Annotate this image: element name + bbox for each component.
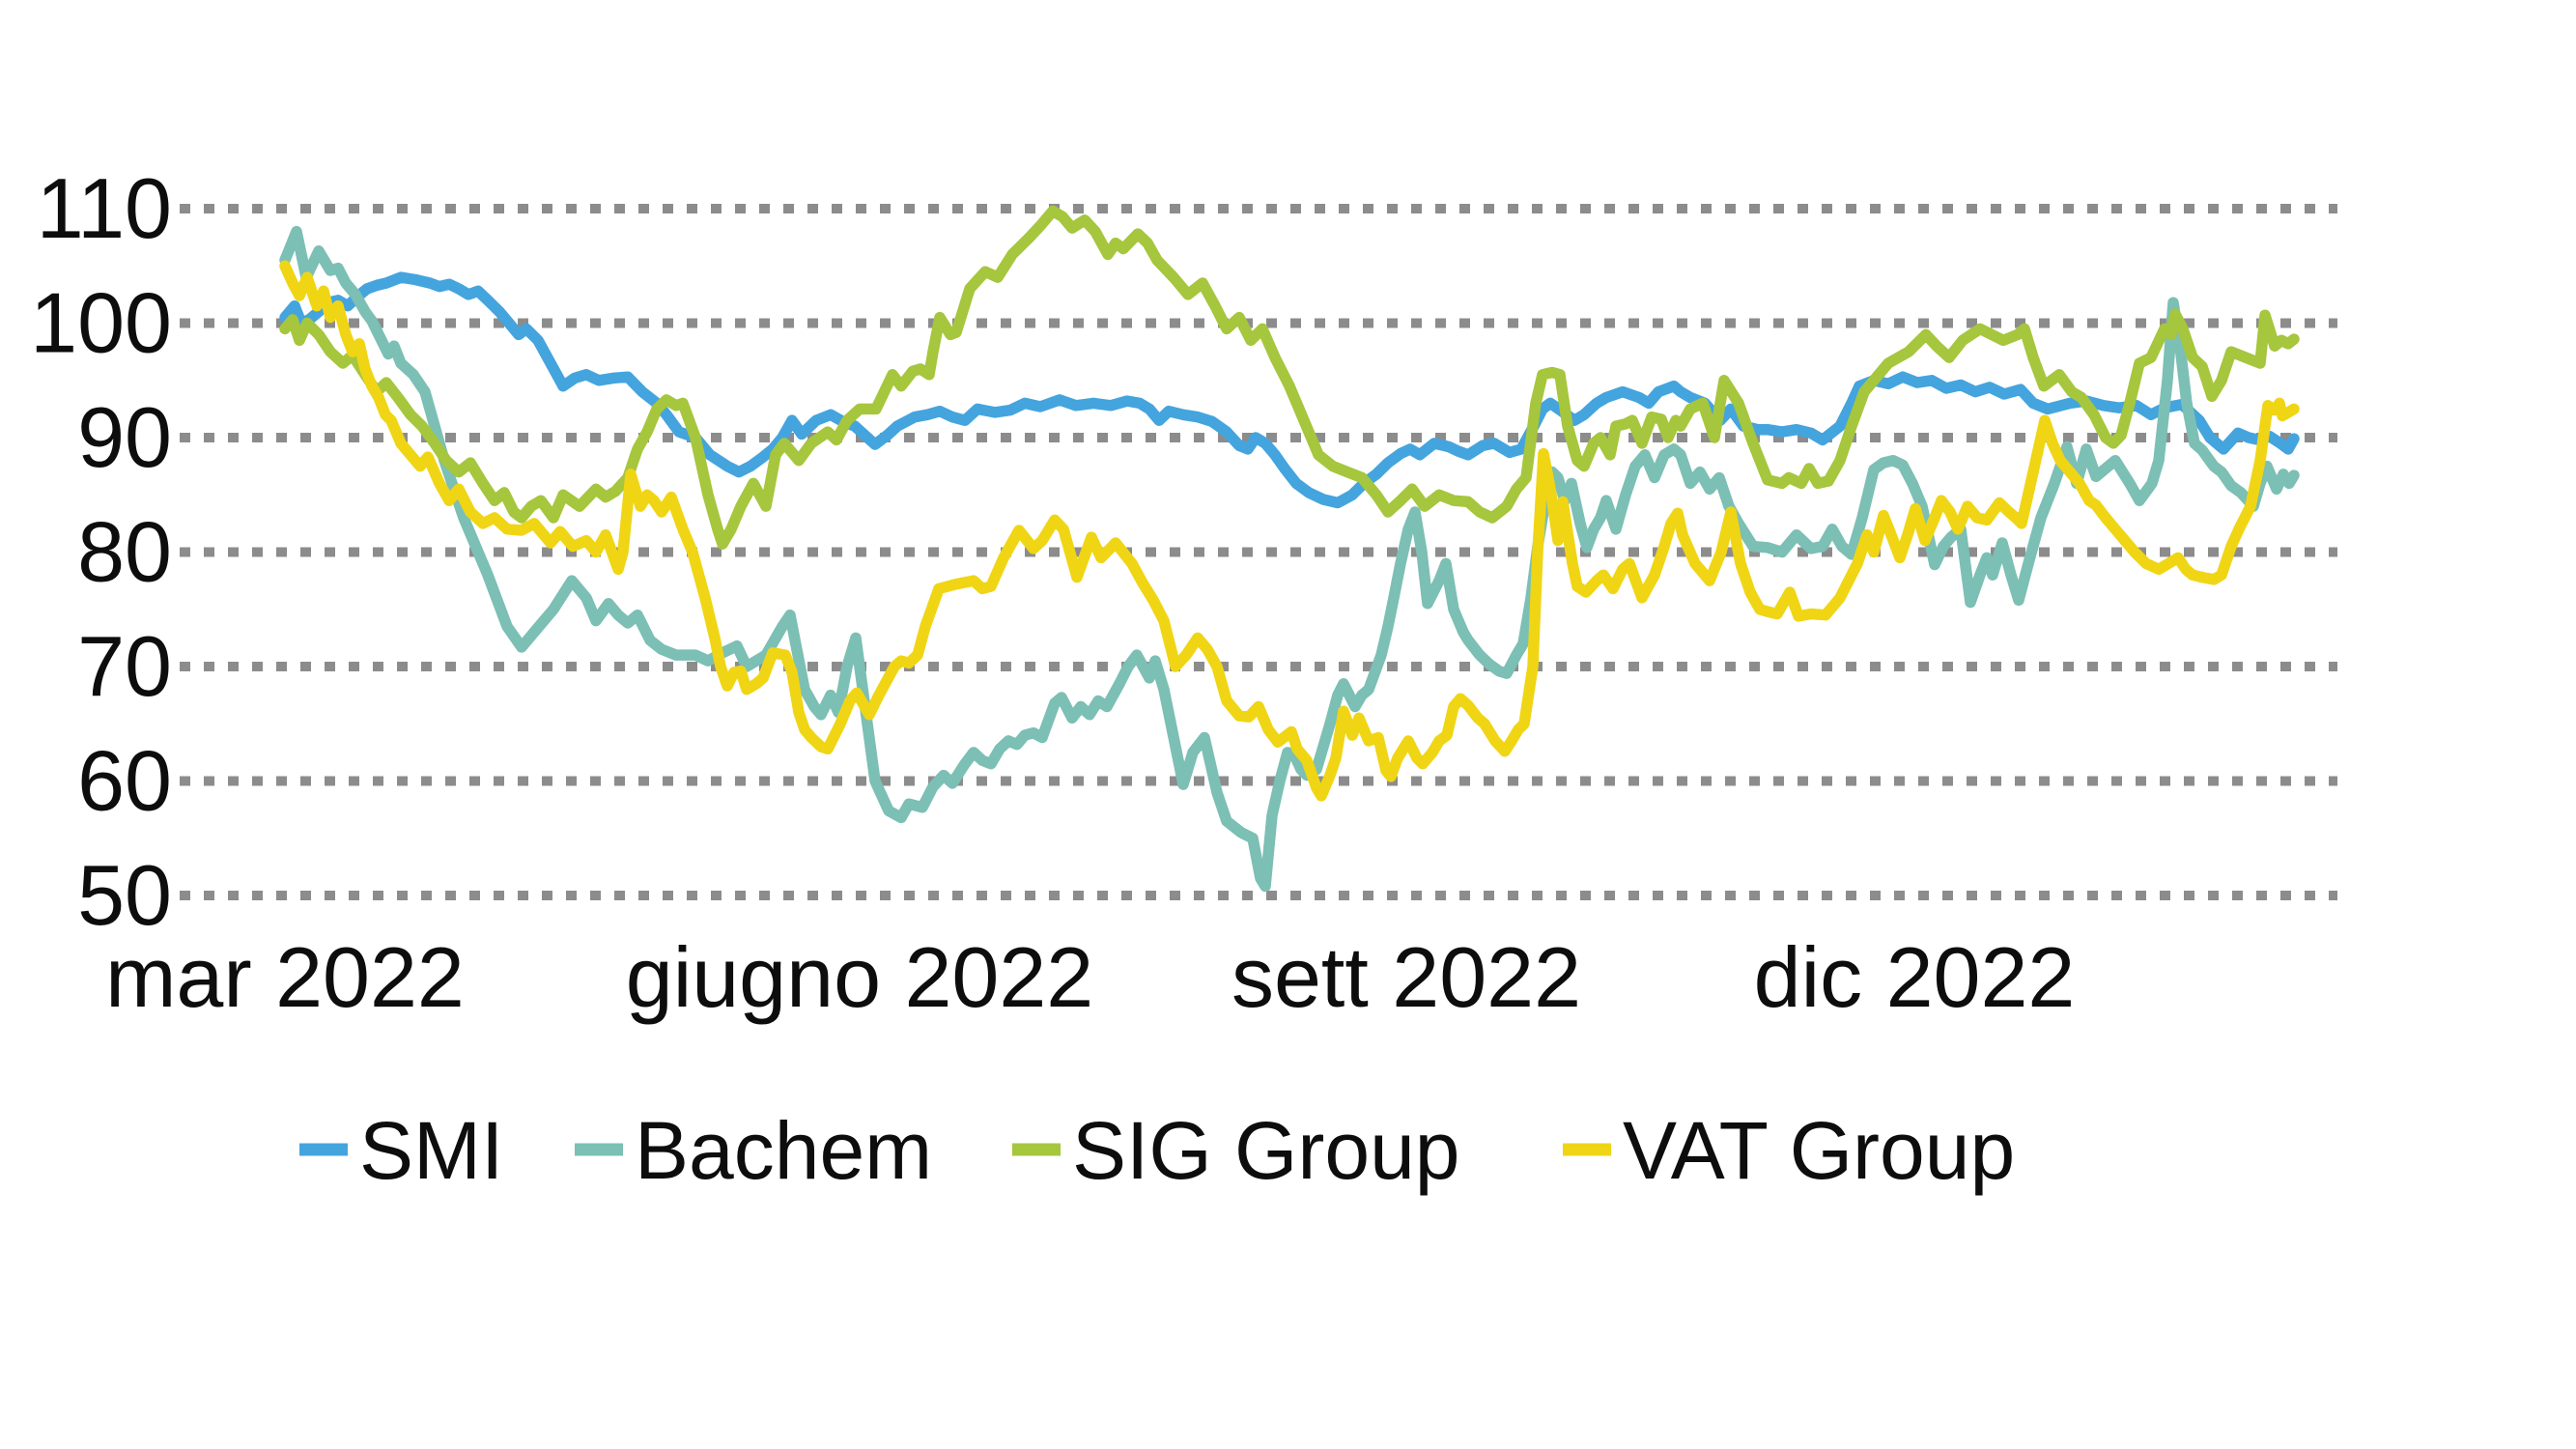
y-tick-label-110: 110 [37,160,172,256]
series-line-bachem [279,225,2300,893]
x-tick-label-3: sett 2022 [1231,929,1581,1025]
y-tick-label-50: 50 [77,847,172,943]
x-tick-label-4: dic 2022 [1754,929,2076,1025]
legend-label-bachem: Bachem [635,1105,932,1196]
y-tick-label-80: 80 [77,504,172,600]
series-line-smi [279,271,2300,509]
y-tick-label-60: 60 [77,733,172,829]
x-tick-label-1: mar 2022 [105,929,465,1025]
legend-label-smi: SMI [359,1105,503,1196]
series-line-sig-group [279,205,2300,550]
x-tick-label-2: giugno 2022 [626,929,1093,1025]
series-line-vat-group [279,260,2300,802]
y-tick-label-90: 90 [77,389,172,485]
y-tick-label-100: 100 [30,275,172,371]
legend-label-vat-group: VAT Group [1623,1105,2015,1196]
y-tick-label-70: 70 [77,618,172,714]
legend-label-sig-group: SIG Group [1072,1105,1460,1196]
